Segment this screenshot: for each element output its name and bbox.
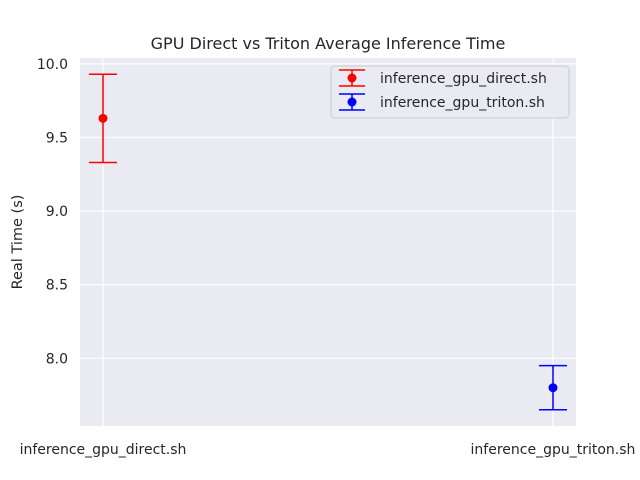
y-tick-label: 10.0 — [37, 57, 68, 73]
y-tick-label: 9.0 — [46, 204, 68, 220]
data-point — [98, 113, 108, 123]
y-tick-labels: 8.0 8.5 9.0 9.5 10.0 — [37, 57, 68, 367]
data-point — [548, 383, 558, 393]
legend-label: inference_gpu_direct.sh — [380, 71, 547, 87]
legend-marker — [347, 97, 357, 107]
plot-area — [80, 58, 576, 426]
chart-title: GPU Direct vs Triton Average Inference T… — [151, 34, 506, 53]
x-tick-labels: inference_gpu_direct.sh inference_gpu_tri… — [20, 442, 636, 458]
grid-lines — [80, 58, 576, 426]
legend-label: inference_gpu_triton.sh — [380, 95, 545, 111]
y-axis-label: Real Time (s) — [10, 195, 26, 290]
data-marks — [89, 73, 567, 411]
legend-box — [330, 65, 570, 119]
y-tick-label: 8.5 — [46, 278, 68, 294]
y-tick-label: 9.5 — [46, 130, 68, 146]
y-tick-label: 8.0 — [46, 351, 68, 367]
x-tick-label: inference_gpu_triton.sh — [471, 442, 636, 458]
x-tick-label: inference_gpu_direct.sh — [20, 442, 187, 458]
legend-marker — [347, 73, 357, 83]
legend: inference_gpu_direct.sh inference_gpu_tri… — [330, 65, 570, 119]
